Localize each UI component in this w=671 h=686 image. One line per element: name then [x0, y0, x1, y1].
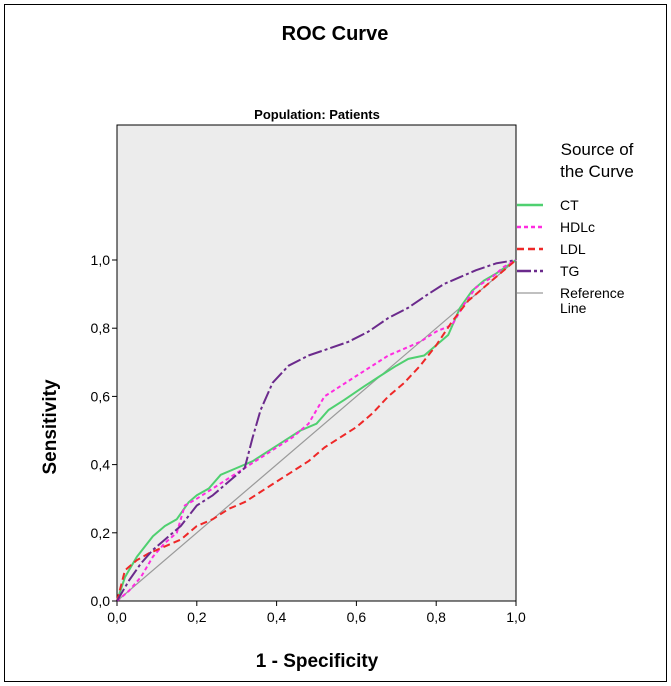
series-line-hdlc — [116, 259, 517, 602]
legend-title-line-1: Source of — [561, 140, 634, 159]
legend-label: CT — [560, 197, 579, 213]
legend-label: HDLc — [560, 219, 595, 235]
y-tick-label: 0,4 — [91, 457, 111, 473]
legend-title-line-2: the Curve — [560, 162, 634, 181]
chart-title: ROC Curve — [282, 23, 389, 45]
y-tick-label: 0,2 — [91, 525, 111, 541]
series-line-ct — [116, 259, 517, 602]
x-tick-label: 1,0 — [506, 609, 526, 625]
x-axis-title: 1 - Specificity — [256, 651, 379, 672]
series-line-tg — [116, 259, 517, 602]
y-tick-label: 1,0 — [91, 252, 111, 268]
legend-item-hdlc: HDLc — [517, 219, 595, 235]
legend-item-reference-line: Reference Line — [517, 285, 625, 316]
legend-label: TG — [560, 263, 579, 279]
chart-subtitle: Population: Patients — [254, 107, 380, 122]
series-line-ldl — [116, 259, 517, 602]
y-tick-label: 0,0 — [91, 593, 111, 609]
x-tick-label: 0,2 — [187, 609, 207, 625]
y-tick-label: 0,6 — [91, 388, 111, 404]
series-line-reference-line — [116, 259, 517, 602]
series-layer — [116, 259, 517, 602]
y-axis-title: Sensitivity — [40, 379, 61, 474]
legend-label: LDL — [560, 241, 586, 257]
x-tick-label: 0,0 — [107, 609, 127, 625]
y-tick-label: 0,8 — [91, 320, 111, 336]
legend-item-ct: CT — [517, 197, 579, 213]
legend-item-tg: TG — [517, 263, 579, 279]
chart-frame — [4, 4, 667, 682]
legend-item-ldl: LDL — [517, 241, 586, 257]
x-tick-label: 0,4 — [267, 609, 287, 625]
axis-layer: 0,0 0,2 0,4 0,6 0,8 1,0 0,0 0,2 0,4 0,6 0,8 1,0 — [91, 252, 526, 625]
legend-label: Reference Line — [560, 285, 625, 316]
x-tick-label: 0,8 — [426, 609, 446, 625]
legend: Source of the Curve CT HDLc LDL TG Reference… — [517, 140, 634, 316]
x-tick-label: 0,6 — [347, 609, 367, 625]
